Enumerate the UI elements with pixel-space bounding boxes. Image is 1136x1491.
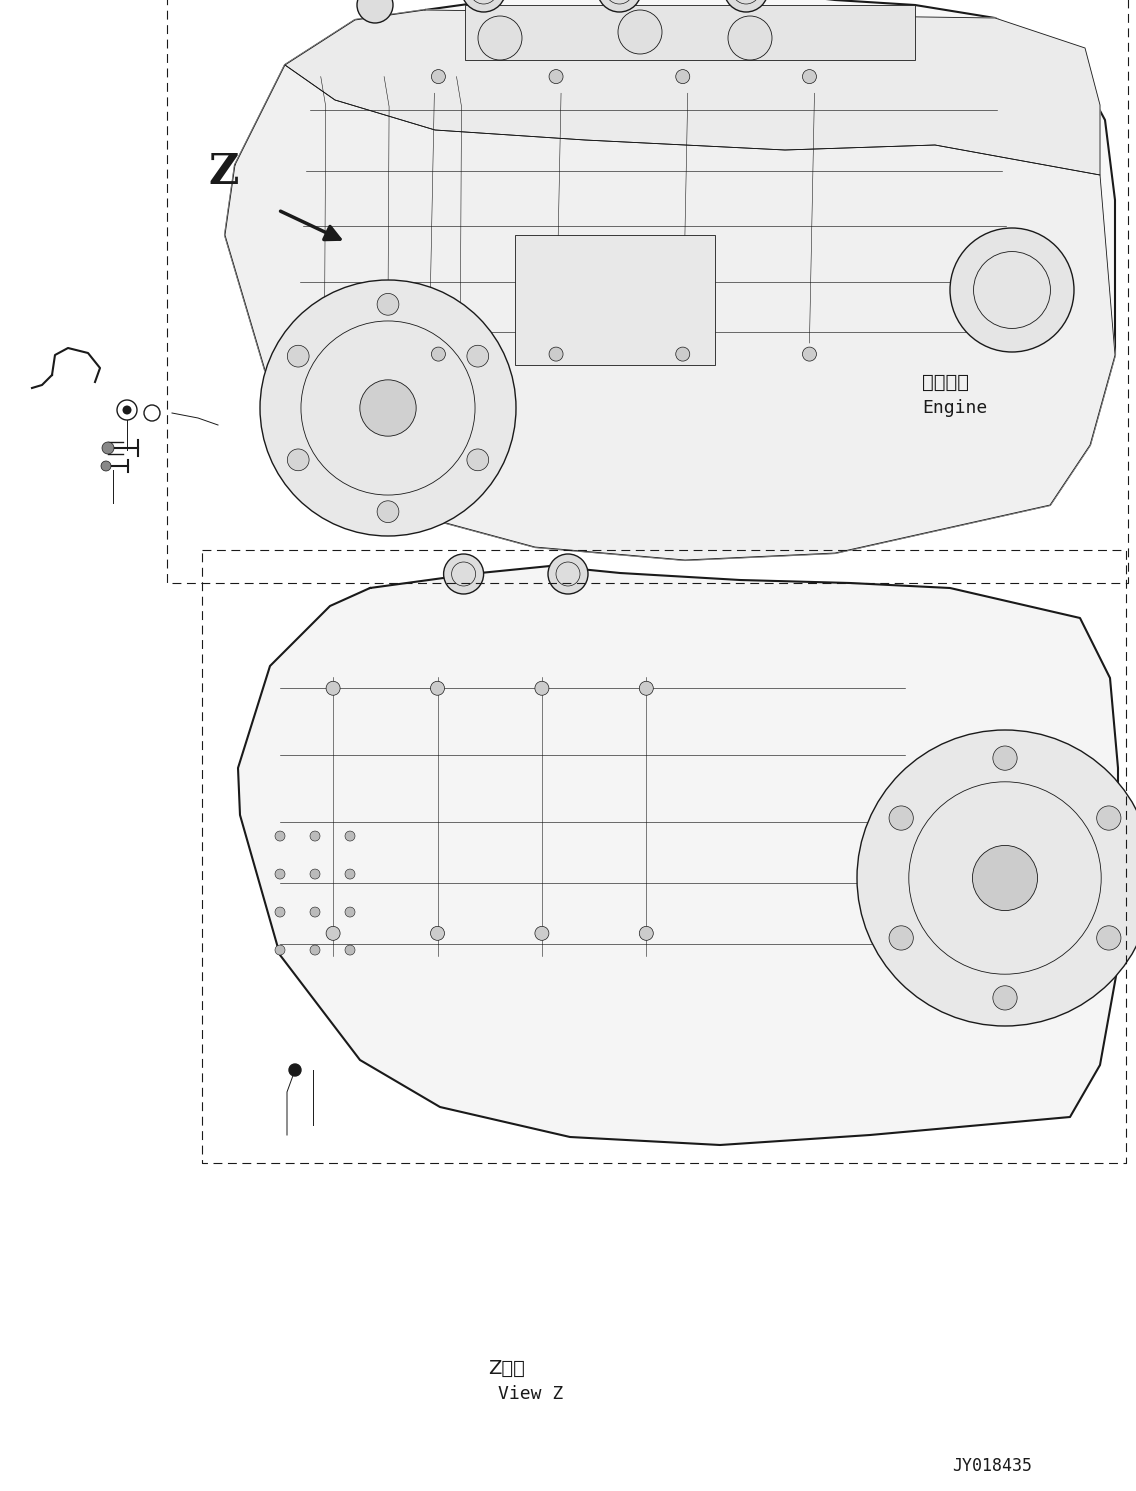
Circle shape: [287, 346, 309, 367]
Circle shape: [549, 70, 563, 83]
Text: JY018435: JY018435: [952, 1457, 1031, 1475]
Text: エンジン: エンジン: [922, 373, 969, 392]
Circle shape: [889, 807, 913, 830]
Circle shape: [461, 0, 506, 12]
Circle shape: [857, 731, 1136, 1026]
Circle shape: [640, 681, 653, 695]
Polygon shape: [225, 66, 1116, 561]
Circle shape: [377, 294, 399, 315]
Text: Engine: Engine: [922, 400, 987, 417]
Circle shape: [310, 945, 320, 956]
Circle shape: [326, 926, 340, 941]
Circle shape: [467, 346, 488, 367]
Circle shape: [549, 347, 563, 361]
Circle shape: [598, 0, 642, 12]
Circle shape: [467, 449, 488, 471]
Circle shape: [287, 449, 309, 471]
Circle shape: [102, 441, 114, 453]
Circle shape: [360, 380, 416, 437]
Circle shape: [275, 945, 285, 956]
Circle shape: [889, 926, 913, 950]
Circle shape: [548, 555, 588, 593]
Circle shape: [431, 926, 444, 941]
Circle shape: [123, 406, 132, 414]
Text: Z: Z: [208, 151, 239, 192]
Circle shape: [993, 746, 1017, 771]
Circle shape: [640, 926, 653, 941]
Bar: [465, 4, 914, 60]
Circle shape: [289, 1065, 301, 1077]
Bar: [515, 236, 715, 365]
Circle shape: [432, 70, 445, 83]
Circle shape: [101, 461, 111, 471]
Circle shape: [1096, 926, 1121, 950]
Circle shape: [535, 681, 549, 695]
Circle shape: [275, 830, 285, 841]
Circle shape: [802, 347, 817, 361]
Circle shape: [345, 869, 354, 880]
Circle shape: [432, 347, 445, 361]
Circle shape: [345, 945, 354, 956]
Circle shape: [676, 347, 690, 361]
Polygon shape: [239, 567, 1118, 1145]
Text: Z　視: Z 視: [488, 1358, 525, 1378]
Polygon shape: [225, 0, 1116, 561]
Circle shape: [802, 70, 817, 83]
Circle shape: [972, 845, 1037, 911]
Circle shape: [310, 830, 320, 841]
Circle shape: [1096, 807, 1121, 830]
Text: View Z: View Z: [498, 1385, 563, 1403]
Circle shape: [535, 926, 549, 941]
Circle shape: [310, 907, 320, 917]
Circle shape: [275, 907, 285, 917]
Circle shape: [275, 869, 285, 880]
Circle shape: [431, 681, 444, 695]
Circle shape: [724, 0, 768, 12]
Circle shape: [345, 830, 354, 841]
Circle shape: [993, 986, 1017, 1009]
Circle shape: [377, 501, 399, 522]
Circle shape: [310, 869, 320, 880]
Polygon shape: [285, 10, 1100, 174]
Circle shape: [478, 16, 523, 60]
Circle shape: [443, 555, 484, 593]
Circle shape: [728, 16, 772, 60]
Circle shape: [326, 681, 340, 695]
Circle shape: [260, 280, 516, 535]
Circle shape: [345, 907, 354, 917]
Circle shape: [676, 70, 690, 83]
Circle shape: [357, 0, 393, 22]
Circle shape: [950, 228, 1074, 352]
Circle shape: [618, 10, 662, 54]
